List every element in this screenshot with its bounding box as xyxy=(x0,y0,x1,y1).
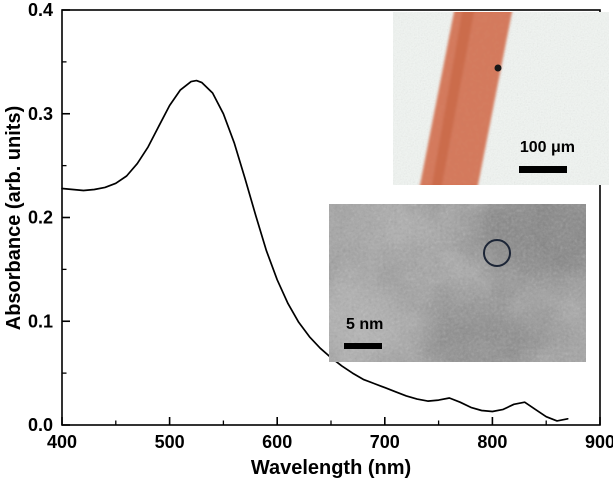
svg-text:600: 600 xyxy=(262,432,292,452)
tem-grain-texture xyxy=(329,204,586,362)
axis-tick-labels: 400 500 600 700 800 900 0.0 0.1 0.2 0.3 0.4 xyxy=(28,0,613,452)
svg-text:700: 700 xyxy=(370,432,400,452)
x-axis-title: Wavelength (nm) xyxy=(251,457,411,479)
absorbance-curve xyxy=(61,79,569,422)
svg-text:800: 800 xyxy=(477,432,507,452)
tem-micrograph-image xyxy=(329,204,586,362)
tem-circle-annotation xyxy=(483,239,511,267)
tem-micrograph-inset: 5 nm xyxy=(329,204,586,362)
tem-scale-bar xyxy=(344,343,382,349)
svg-text:0.2: 0.2 xyxy=(28,208,53,228)
svg-text:400: 400 xyxy=(47,432,77,452)
svg-text:0.3: 0.3 xyxy=(28,104,53,124)
svg-text:0.4: 0.4 xyxy=(28,0,53,20)
optical-micrograph-image xyxy=(393,12,609,185)
svg-text:900: 900 xyxy=(585,432,613,452)
svg-text:500: 500 xyxy=(155,432,185,452)
particle-dot xyxy=(494,64,502,72)
svg-text:0.1: 0.1 xyxy=(28,311,53,331)
optical-scale-label: 100 μm xyxy=(519,139,575,156)
tem-scale-label: 5 nm xyxy=(346,316,384,333)
svg-text:0.0: 0.0 xyxy=(28,415,53,435)
optical-micrograph-inset: 100 μm xyxy=(393,12,609,185)
y-axis-title: Absorbance (arb. units) xyxy=(3,106,25,330)
axis-ticks xyxy=(61,9,601,426)
optical-scale-bar xyxy=(519,166,567,173)
